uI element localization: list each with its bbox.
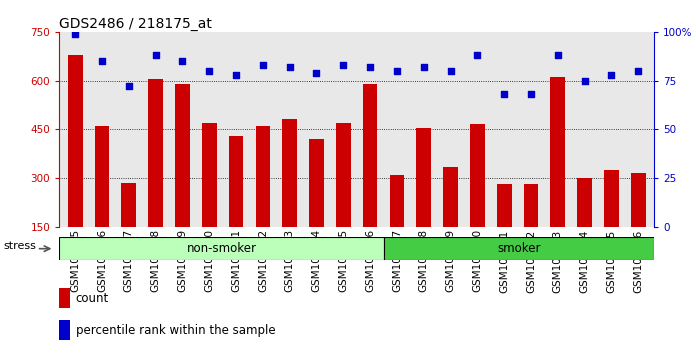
Point [123,84,134,89]
Point [633,68,644,74]
Text: count: count [76,292,109,305]
Point [418,64,429,70]
Bar [390,175,404,227]
Bar [551,77,565,227]
Text: non-smoker: non-smoker [187,242,256,255]
Point [70,31,81,37]
Point [365,64,376,70]
Text: smoker: smoker [497,242,541,255]
Bar [604,170,619,227]
Bar [255,126,270,227]
FancyBboxPatch shape [383,237,654,260]
Bar [59,320,70,340]
Bar [95,126,109,227]
Bar [416,127,431,227]
Point [525,91,537,97]
Bar [59,288,70,308]
Bar [577,178,592,227]
Text: percentile rank within the sample: percentile rank within the sample [76,324,276,337]
Point [338,62,349,68]
Point [391,68,402,74]
Bar [283,120,297,227]
Text: stress: stress [3,241,35,251]
Bar [229,136,244,227]
Point [177,58,188,64]
Point [230,72,242,78]
Point [284,64,295,70]
Bar [336,123,351,227]
Point [150,52,161,58]
Point [311,70,322,76]
Bar [523,184,538,227]
Point [579,78,590,84]
Bar [68,55,83,227]
Bar [497,184,512,227]
Bar [631,173,645,227]
Bar [309,139,324,227]
Point [97,58,108,64]
Bar [443,166,458,227]
Point [472,52,483,58]
FancyBboxPatch shape [59,237,383,260]
Bar [470,124,484,227]
Point [204,68,215,74]
Point [498,91,509,97]
Point [258,62,269,68]
Bar [122,183,136,227]
Text: GDS2486 / 218175_at: GDS2486 / 218175_at [59,17,212,31]
Bar [202,123,216,227]
Bar [363,84,377,227]
Point [552,52,563,58]
Point [606,72,617,78]
Bar [148,79,163,227]
Point [445,68,456,74]
Bar [175,84,190,227]
